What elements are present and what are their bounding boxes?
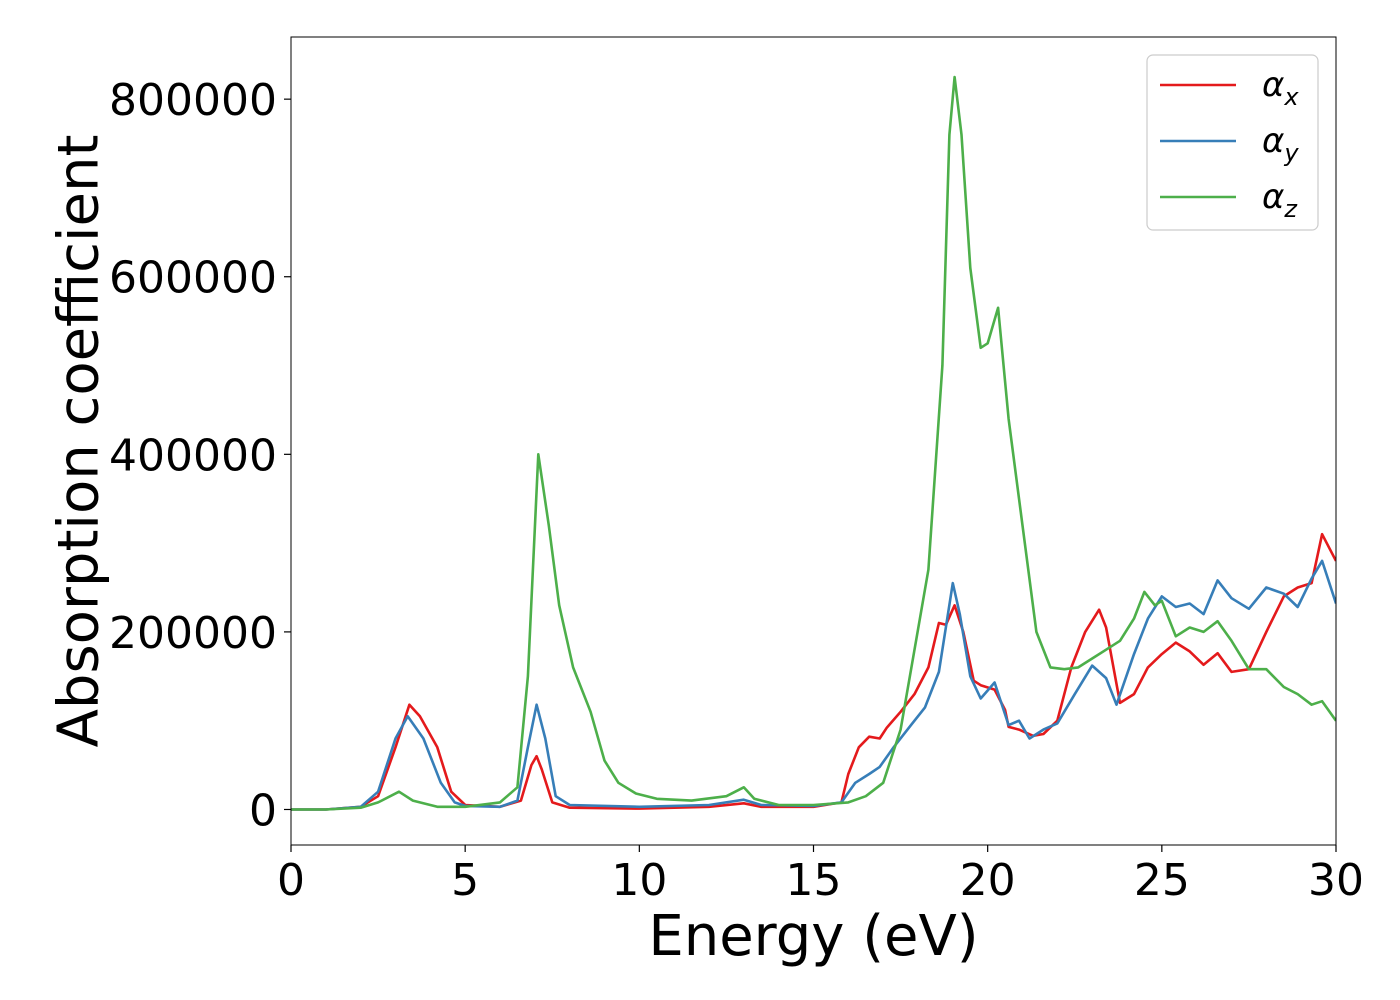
x-axis-ticks: 0 5 10 15 20 25 30 [277,845,1364,906]
y-tick-label: 600000 [109,253,277,304]
series-line-alpha-y [291,559,1336,811]
y-axis-ticks: 0 200000 400000 600000 800000 [109,75,291,836]
x-tick-label: 30 [1308,855,1364,906]
y-tick-label: 200000 [109,608,277,659]
y-tick-label: 400000 [109,430,277,481]
legend-label-alpha-z: αz [1262,177,1298,223]
x-tick-label: 10 [611,855,667,906]
legend: αx αy αz [1146,54,1319,231]
x-tick-label: 5 [451,855,479,906]
series-line-alpha-z [291,75,1336,811]
x-axis-title: Energy (eV) [648,904,978,969]
series-layer [291,75,1336,811]
x-tick-label: 20 [960,855,1016,906]
x-tick-label: 0 [277,855,305,906]
y-tick-label: 800000 [109,75,277,126]
legend-label-alpha-x: αx [1262,65,1299,111]
legend-label-alpha-y: αy [1262,121,1299,167]
x-tick-label: 25 [1134,855,1190,906]
y-tick-label: 0 [249,785,277,836]
y-axis-title: Absorption coefficient [47,135,112,748]
legend-box [1146,54,1319,231]
series-line-alpha-x [291,532,1336,811]
x-tick-label: 15 [786,855,842,906]
